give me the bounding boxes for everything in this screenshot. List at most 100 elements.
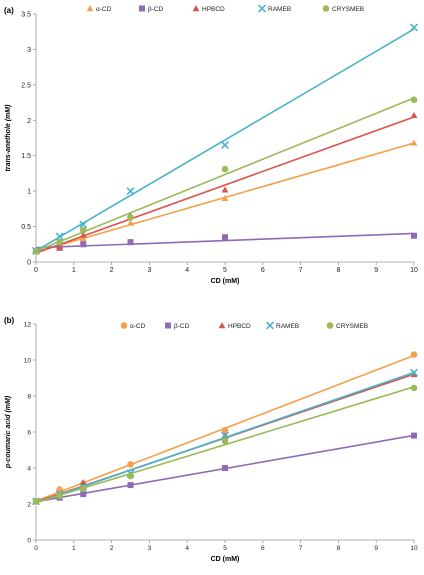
legend-marker [218,322,226,329]
data-point [127,461,134,468]
trendline-triangle [35,116,415,254]
data-point [221,141,229,150]
legend-label: RAMEB [276,323,299,330]
y-axis-label: trans-anethole (mM) [5,104,12,172]
data-point [221,165,229,173]
legend-label: α-CD [96,6,112,13]
y-tick-label: 8 [27,394,31,401]
x-tick-label: 2 [110,545,114,552]
panel-label: (a) [4,6,14,15]
y-tick-label: 3.5 [21,12,31,19]
data-point [221,194,229,201]
x-tick-label: 6 [261,545,265,552]
data-point [410,371,418,378]
legend-marker-stroke [266,321,274,330]
legend-marker [165,322,171,329]
legend-marker [266,321,274,330]
data-point-stroke [55,232,64,241]
y-tick-label: 4 [27,466,31,473]
data-point [80,491,87,498]
data-point [221,186,229,193]
x-tick-label: 9 [374,545,378,552]
data-point [55,232,64,241]
y-tick-label: 3 [27,47,31,54]
x-tick-label: 5 [223,267,227,274]
legend-marker [322,5,330,12]
y-tick-label: 0.5 [21,224,31,231]
x-tick-label: 8 [336,267,340,274]
data-point [222,234,228,241]
x-tick-label: 6 [261,267,265,274]
y-tick-label: 0 [27,538,31,545]
data-point [56,238,63,246]
data-point [411,232,417,239]
data-point [56,486,63,493]
data-point [32,498,40,505]
chart-panel-0: (a) 0 0.5 1 1.5 2 2.5 3 3.5 0 1 2 3 4 5 6 7 8 9 10 CD (mM) tr… [4,4,418,285]
data-point [126,187,135,196]
legend-marker [86,5,94,12]
data-point [222,465,228,471]
legend-label: HPBCD [228,323,251,330]
trendline-circle [35,97,415,252]
data-point-stroke [221,141,229,150]
data-point [221,437,229,445]
data-point [79,226,87,234]
y-tick-label: 2 [27,118,31,125]
y-axis-label: p-coumaric acid (mM) [5,395,12,469]
x-tick-label: 1 [72,267,76,274]
y-tick-label: 2.5 [21,82,31,89]
data-point [127,472,134,480]
x-axis-label: CD (mM) [211,278,240,285]
data-point-stroke [410,23,418,32]
legend-label: β-CD [148,6,164,13]
legend-marker [192,5,200,12]
data-point [79,220,88,229]
x-tick-label: 3 [147,267,151,274]
y-tick-label: 12 [24,322,32,329]
data-point [410,351,418,358]
data-point [79,485,87,493]
y-tick-label: 0 [27,260,31,267]
panel-label: (b) [4,316,15,325]
legend-marker [120,322,128,329]
data-point-stroke [221,431,229,440]
legend-marker [258,4,266,13]
data-point [410,368,418,377]
data-point [221,431,229,440]
data-point [79,235,87,242]
data-point [32,248,40,255]
legend-label: HPBCD [202,6,225,13]
y-tick-label: 6 [27,430,31,437]
data-point [410,384,418,392]
data-point [410,139,418,146]
data-point-stroke [410,368,418,377]
trendline-x [35,28,415,252]
legend-label: CRYSMEB [336,323,368,330]
data-point [127,219,134,226]
data-point [127,239,134,246]
x-tick-label: 7 [299,267,303,274]
data-point [410,96,418,104]
y-tick-label: 2 [27,502,31,509]
x-tick-label: 2 [110,267,114,274]
legend-marker-stroke [258,4,266,13]
x-axis-label: CD (mM) [211,556,240,563]
legend-label: CRYSMEB [332,6,364,13]
x-tick-label: 5 [223,545,227,552]
x-tick-label: 0 [34,267,38,274]
x-tick-label: 9 [374,267,378,274]
x-tick-label: 0 [34,545,38,552]
data-point [221,426,229,434]
y-tick-label: 10 [24,358,32,365]
trendline-square [35,232,415,249]
x-tick-label: 10 [410,545,418,552]
legend-label: α-CD [130,323,146,330]
legend-label: β-CD [174,323,190,330]
x-tick-label: 8 [337,545,341,552]
data-point [127,214,134,221]
data-point [410,111,418,119]
legend-label: RAMEB [268,6,291,13]
data-point [56,244,64,251]
